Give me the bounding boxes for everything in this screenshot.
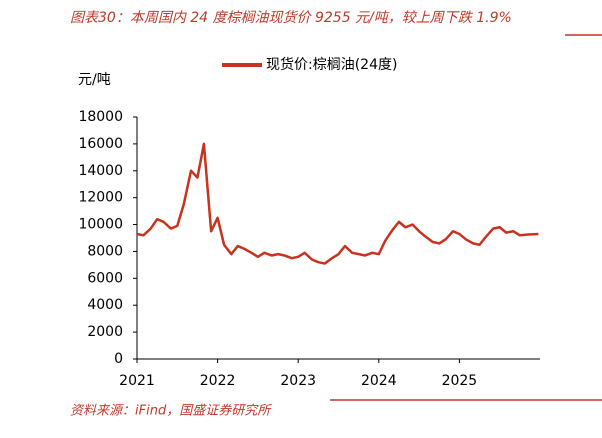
y-tick-label: 18000: [78, 109, 123, 125]
legend-label: 现货价:棕榈油(24度): [266, 56, 397, 73]
y-axis-label: 元/吨: [78, 72, 111, 88]
y-tick-label: 2000: [87, 324, 123, 340]
y-tick-label: 4000: [87, 297, 123, 313]
source-note: 资料来源：iFind，国盛证券研究所: [70, 403, 272, 419]
y-tick-label: 14000: [78, 163, 123, 179]
y-tick-label: 6000: [87, 270, 123, 286]
x-tick-label: 2024: [361, 373, 397, 389]
x-tick-label: 2022: [200, 373, 236, 389]
price-line: [136, 142, 539, 265]
y-tick-label: 10000: [78, 217, 123, 233]
x-tick-label: 2025: [442, 373, 478, 389]
y-tick-label: 0: [114, 351, 123, 367]
y-tick-label: 16000: [78, 136, 123, 152]
y-tick-label: 12000: [78, 190, 123, 206]
y-tick-label: 8000: [87, 243, 123, 259]
chart-title: 图表30：本周国内 24 度棕榈油现货价 9255 元/吨，较上周下跌 1.9%: [70, 10, 512, 26]
x-tick-label: 2021: [119, 373, 155, 389]
x-tick-label: 2023: [280, 373, 316, 389]
